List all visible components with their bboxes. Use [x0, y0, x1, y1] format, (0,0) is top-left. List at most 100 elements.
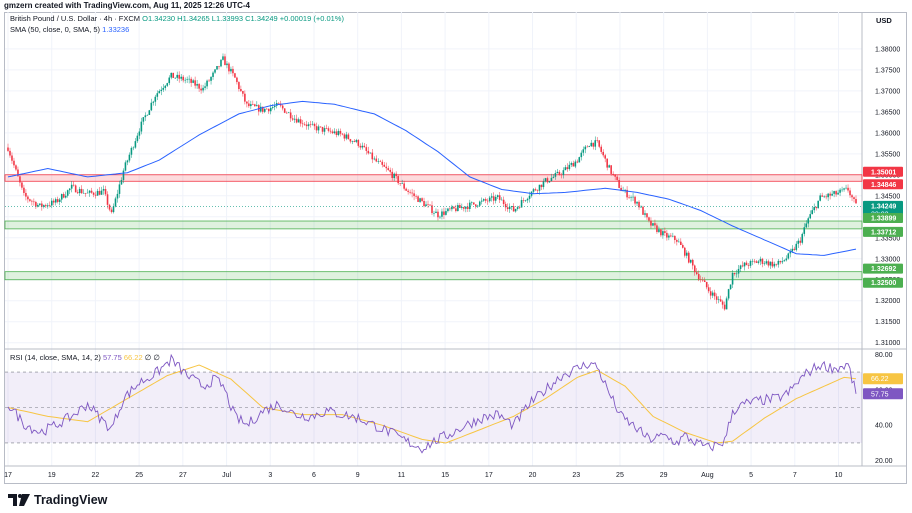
candle-body — [566, 167, 569, 170]
rsi-line — [7, 353, 857, 454]
candle — [731, 270, 734, 289]
candle-body — [459, 205, 461, 209]
time-tick-label: 15 — [441, 472, 449, 479]
time-tick-label: 11 — [398, 472, 405, 479]
candle — [321, 126, 324, 135]
candle — [126, 159, 129, 166]
candle — [329, 127, 332, 134]
candle — [817, 200, 819, 209]
candle — [797, 238, 800, 248]
candle-body — [80, 188, 83, 194]
candle — [785, 255, 788, 262]
price-badge-bg — [863, 226, 903, 237]
time-tick-label: 6 — [312, 472, 316, 479]
candle-body — [331, 131, 334, 134]
candle-body — [15, 165, 17, 170]
candle-body — [656, 225, 658, 232]
candle-body — [482, 199, 485, 201]
candle-body — [636, 201, 638, 204]
candle-body — [238, 82, 240, 90]
candle-body — [733, 273, 736, 275]
candle-body — [624, 189, 626, 191]
candle — [82, 189, 85, 194]
candle — [96, 188, 99, 196]
candle — [377, 158, 380, 164]
candle — [767, 259, 770, 268]
candle — [88, 189, 91, 197]
candle — [112, 203, 115, 214]
candle-body — [693, 265, 696, 273]
candle — [114, 196, 117, 208]
candle — [78, 186, 81, 196]
candle — [391, 168, 393, 181]
candle-body — [496, 195, 499, 197]
support-zone — [4, 220, 863, 230]
candle — [124, 160, 127, 172]
candle-body — [785, 258, 788, 261]
candle-body — [244, 93, 246, 102]
candle-body — [809, 214, 812, 219]
candle — [142, 117, 145, 125]
candle-body — [699, 279, 702, 280]
candle-body — [620, 187, 622, 191]
candle-body — [110, 209, 113, 213]
candles — [7, 53, 857, 311]
rsi-tick-label: 40.00 — [875, 423, 893, 430]
candle — [809, 210, 812, 220]
candle-body — [375, 158, 378, 162]
candle — [134, 138, 137, 149]
candle — [443, 207, 445, 220]
candle — [725, 296, 728, 310]
candle-body — [222, 56, 224, 60]
candle — [584, 145, 587, 154]
legend-rsi-line: RSI (14, close, SMA, 14, 2) 57.75 66.22 … — [10, 353, 160, 362]
candle — [333, 128, 336, 135]
candle-body — [35, 201, 37, 207]
candle-body — [586, 146, 589, 148]
candle — [616, 174, 618, 182]
candle-body — [45, 205, 47, 207]
candle — [397, 175, 399, 186]
candle-body — [582, 149, 585, 153]
candle-body — [74, 185, 77, 193]
candle — [47, 203, 49, 209]
candle — [693, 264, 696, 276]
candle-body — [685, 252, 688, 256]
candle — [21, 181, 23, 190]
legend-rsi-extra: ∅ ∅ — [144, 353, 160, 362]
candle — [347, 132, 350, 140]
price-tick-label: 1.36500 — [875, 109, 900, 116]
candle-body — [449, 208, 451, 210]
candle — [281, 103, 284, 111]
candle-body — [23, 187, 25, 193]
candle — [184, 77, 186, 84]
candle-body — [528, 195, 531, 199]
candle — [172, 72, 175, 78]
candle — [588, 145, 591, 148]
candle — [60, 193, 63, 203]
candle — [753, 259, 756, 264]
candle — [540, 184, 543, 191]
candle-body — [455, 208, 457, 212]
candle — [580, 150, 583, 161]
candle-body — [711, 292, 714, 296]
candle — [76, 189, 79, 195]
candle-body — [719, 299, 722, 302]
candle — [490, 193, 493, 202]
candle — [689, 259, 692, 264]
candle — [618, 177, 620, 189]
candle-body — [526, 198, 529, 201]
candle — [25, 189, 27, 201]
candle-body — [176, 74, 179, 78]
price-badge-text: 1.34249 — [871, 203, 896, 210]
candle — [54, 197, 57, 206]
candle-body — [263, 108, 266, 112]
tradingview-logo[interactable]: TradingView — [8, 493, 107, 507]
candle-body — [96, 190, 99, 196]
candle-body — [717, 299, 720, 300]
candle — [230, 66, 232, 74]
candle — [719, 295, 722, 302]
price-badge-bg — [863, 263, 903, 274]
candle-body — [64, 195, 67, 198]
